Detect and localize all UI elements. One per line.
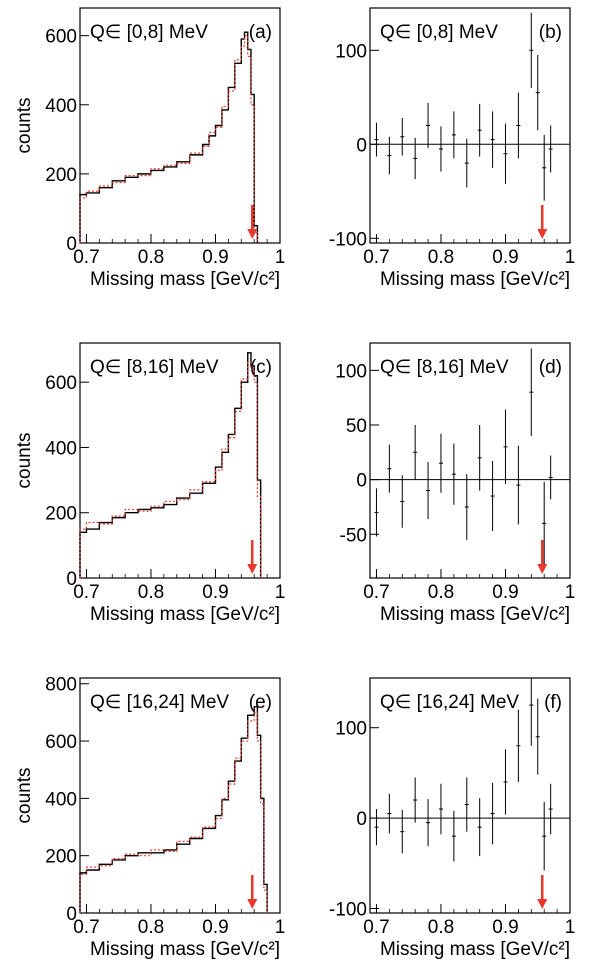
x-tick-label: 1 [565,917,576,938]
x-tick-label: 0.8 [138,247,164,268]
y-tick-label: 400 [45,438,77,459]
panel-label: (f) [544,692,562,713]
panel-b: 0.7 0.8 0.9 1 -100 0 100 Missing mass [GeV/c²] Q… [329,7,576,290]
y-axis-label: counts [14,768,35,824]
simulation-histogram [79,361,262,578]
y-tick-label: 600 [45,732,77,753]
plot-frame [79,7,281,244]
y-tick-label: 600 [45,373,77,394]
x-tick-label: 1 [565,247,576,268]
x-tick-label: 0.9 [202,582,228,603]
x-tick-label: 0.9 [492,582,518,603]
simulation-histogram [79,35,259,243]
y-tick-label: 400 [45,789,77,810]
plot-frame [79,677,281,914]
panel-e: 0.7 0.8 0.9 1 0 200 400 600 800 Missing mass [GeV… [14,675,285,960]
x-axis-label: Missing mass [GeV/c²] [90,939,280,960]
x-axis-label: Missing mass [GeV/c²] [90,269,280,290]
y-tick-label: -50 [340,525,367,546]
y-tick-label: 0 [66,234,77,255]
y-tick-label: 0 [356,809,367,830]
panel-label: (c) [250,357,272,378]
x-axis-label: Missing mass [GeV/c²] [380,604,570,625]
x-tick-label: 0.7 [73,582,99,603]
panel-a: 0.7 0.8 0.9 1 0 200 400 600 Missing mass [GeV/c²… [14,7,286,290]
data-histogram [79,352,262,578]
x-tick-label: 1 [275,917,286,938]
y-tick-label: 800 [45,675,77,696]
y-tick-label: 0 [66,904,77,925]
x-tick-label: 0.7 [73,917,99,938]
x-tick-label: 1 [275,247,286,268]
x-tick-label: 0.9 [202,247,228,268]
q-range-annotation: Q∈ [8,16] MeV [90,357,219,378]
panel-label: (d) [539,357,562,378]
y-tick-label: -100 [329,899,367,920]
y-tick-label: 100 [335,719,367,740]
y-tick-label: -100 [329,229,367,250]
panel-label: (a) [249,22,272,43]
x-tick-label: 0.9 [492,917,518,938]
x-tick-label: 0.7 [363,582,389,603]
y-axis-label: counts [14,433,35,489]
y-tick-label: 0 [356,471,367,492]
x-tick-label: 0.9 [492,247,518,268]
panel-d: 0.7 0.8 0.9 1 -50 0 50 100 Missing mass [GeV/c²]… [335,342,576,625]
x-tick-label: 0.9 [202,917,228,938]
arrow-head [537,564,548,574]
plot-frame [369,677,571,914]
y-tick-label: 200 [45,847,77,868]
arrow-head [247,229,258,239]
x-tick-label: 0.7 [73,247,99,268]
y-tick-label: 600 [45,27,77,48]
x-tick-label: 0.8 [428,247,454,268]
plot-frame [369,342,571,579]
arrow-head [247,899,258,909]
arrow-head [247,564,258,574]
data-histogram [79,31,259,243]
panel-c: 0.7 0.8 0.9 1 0 200 400 600 Missing mass [GeV/c²… [14,342,286,625]
plot-frame [369,7,571,244]
x-tick-label: 1 [275,582,286,603]
q-range-annotation: Q∈ [8,16] MeV [380,357,509,378]
y-tick-label: 50 [346,416,367,437]
q-range-annotation: Q∈ [16,24] MeV [380,692,519,713]
arrow-head [537,899,548,909]
x-tick-label: 0.8 [138,917,164,938]
y-tick-label: 400 [45,96,77,117]
panel-label: (e) [249,692,272,713]
plot-frame [79,342,281,579]
arrow-head [537,229,548,239]
y-tick-label: 0 [356,135,367,156]
x-tick-label: 0.8 [428,582,454,603]
x-axis-label: Missing mass [GeV/c²] [90,604,280,625]
q-range-annotation: Q∈ [16,24] MeV [90,692,229,713]
x-tick-label: 0.7 [363,917,389,938]
y-tick-label: 100 [335,361,367,382]
y-tick-label: 0 [66,569,77,590]
y-tick-label: 200 [45,165,77,186]
q-range-annotation: Q∈ [0,8] MeV [90,22,208,43]
y-tick-label: 200 [45,504,77,525]
x-tick-label: 0.7 [363,247,389,268]
x-tick-label: 0.8 [428,917,454,938]
y-axis-label: counts [14,98,35,154]
y-tick-label: 100 [335,41,367,62]
x-tick-label: 1 [565,582,576,603]
panel-label: (b) [539,22,562,43]
data-histogram [79,705,268,913]
q-range-annotation: Q∈ [0,8] MeV [380,22,498,43]
panel-f: 0.7 0.8 0.9 1 -100 0 100 Missing mass [GeV/c²] Q… [329,677,576,960]
simulation-histogram [79,711,268,913]
x-axis-label: Missing mass [GeV/c²] [380,939,570,960]
x-tick-label: 0.8 [138,582,164,603]
x-axis-label: Missing mass [GeV/c²] [380,269,570,290]
